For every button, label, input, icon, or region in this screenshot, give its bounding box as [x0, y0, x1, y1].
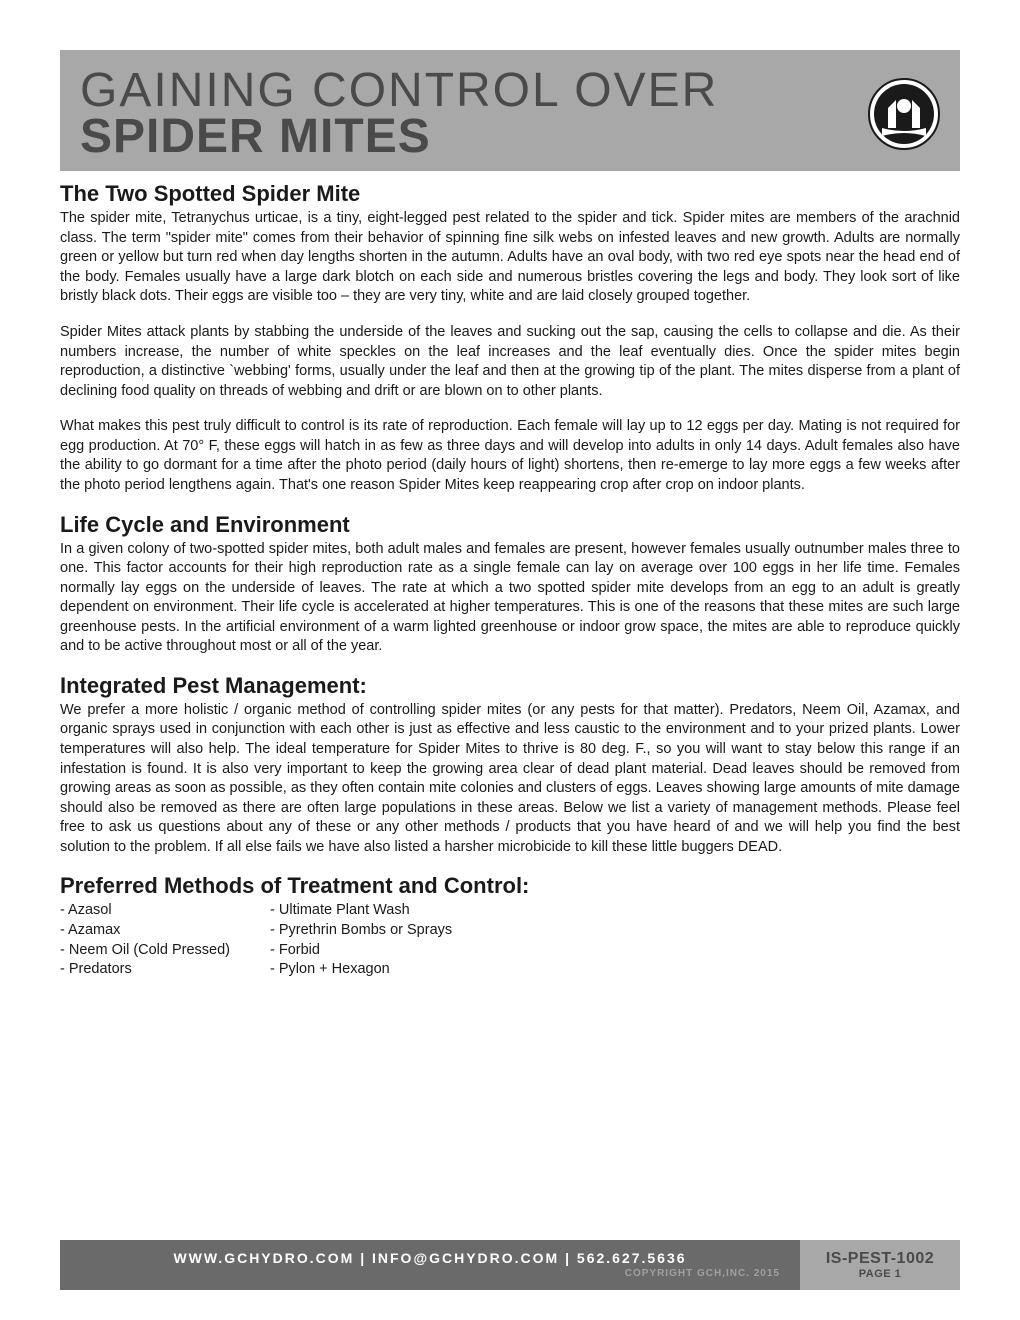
- section-heading-1: The Two Spotted Spider Mite: [60, 181, 960, 207]
- section-heading-3: Integrated Pest Management:: [60, 673, 960, 699]
- section-heading-4: Preferred Methods of Treatment and Contr…: [60, 873, 960, 899]
- section-1-para-3: What makes this pest truly difficult to …: [60, 417, 960, 495]
- method-item: - Forbid: [270, 941, 452, 961]
- section-2-para-1: In a given colony of two-spotted spider …: [60, 540, 960, 657]
- method-item: - Azamax: [60, 921, 230, 941]
- method-item: - Pyrethrin Bombs or Sprays: [270, 921, 452, 941]
- methods-col-2: - Ultimate Plant Wash - Pyrethrin Bombs …: [270, 901, 452, 979]
- header-titles: GAINING CONTROL OVER SPIDER MITES: [80, 68, 718, 159]
- footer-contact: WWW.GCHYDRO.COM | INFO@GCHYDRO.COM | 562…: [80, 1250, 780, 1266]
- header-subtitle: SPIDER MITES: [80, 114, 718, 160]
- footer-code: IS-PEST-1002: [815, 1250, 945, 1268]
- methods-columns: - Azasol - Azamax - Neem Oil (Cold Press…: [60, 901, 960, 979]
- method-item: - Pylon + Hexagon: [270, 960, 452, 980]
- logo-icon: [868, 78, 940, 150]
- footer-left: WWW.GCHYDRO.COM | INFO@GCHYDRO.COM | 562…: [60, 1240, 800, 1290]
- section-1-para-1: The spider mite, Tetranychus urticae, is…: [60, 209, 960, 307]
- method-item: - Neem Oil (Cold Pressed): [60, 941, 230, 961]
- header-banner: GAINING CONTROL OVER SPIDER MITES: [60, 50, 960, 171]
- method-item: - Azasol: [60, 901, 230, 921]
- method-item: - Predators: [60, 960, 230, 980]
- methods-col-1: - Azasol - Azamax - Neem Oil (Cold Press…: [60, 901, 230, 979]
- footer-copyright: COPYRIGHT GCH,INC. 2015: [80, 1268, 780, 1279]
- section-1-para-2: Spider Mites attack plants by stabbing t…: [60, 323, 960, 401]
- footer: WWW.GCHYDRO.COM | INFO@GCHYDRO.COM | 562…: [60, 1240, 960, 1290]
- footer-right: IS-PEST-1002 PAGE 1: [800, 1240, 960, 1290]
- method-item: - Ultimate Plant Wash: [270, 901, 452, 921]
- section-3-para-1: We prefer a more holistic / organic meth…: [60, 701, 960, 858]
- header-title: GAINING CONTROL OVER: [80, 68, 718, 114]
- footer-page: PAGE 1: [815, 1268, 945, 1280]
- section-heading-2: Life Cycle and Environment: [60, 512, 960, 538]
